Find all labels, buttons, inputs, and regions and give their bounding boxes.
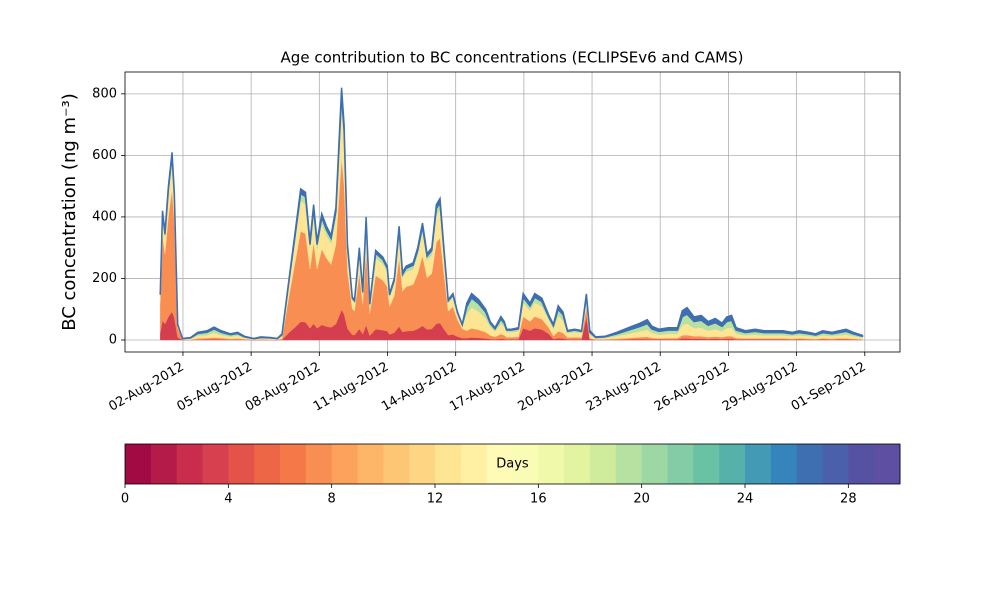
colorbar-swatch <box>796 444 823 484</box>
colorbar-tick-label: 8 <box>328 492 336 507</box>
x-tick-label: 02-Aug-2012 <box>106 360 186 415</box>
area-layer <box>159 87 864 340</box>
x-tick-label: 01-Sep-2012 <box>789 360 869 415</box>
x-tick-label: 26-Aug-2012 <box>652 360 732 415</box>
colorbar-swatch <box>667 444 694 484</box>
areas <box>159 87 864 341</box>
colorbar-swatch <box>822 444 849 484</box>
colorbar-swatch <box>150 444 178 484</box>
colorbar-swatch <box>409 444 436 484</box>
x-tick-label: 17-Aug-2012 <box>447 360 527 415</box>
colorbar-swatch <box>486 444 513 484</box>
colorbar-swatch <box>641 444 668 484</box>
area-layer <box>160 158 863 341</box>
colorbar-swatch <box>125 444 152 484</box>
colorbar-swatch <box>460 444 488 484</box>
y-tick-label: 800 <box>92 86 117 101</box>
x-tick-label: 20-Aug-2012 <box>515 360 595 415</box>
axes: 0 200 400 600 800 02-Aug-201205-Aug-201208-Au… <box>92 86 868 414</box>
x-tick-label: 14-Aug-2012 <box>379 360 459 415</box>
colorbar-swatch <box>512 444 539 484</box>
colorbar-label: Days <box>496 457 529 472</box>
colorbar-tick-label: 4 <box>224 492 232 507</box>
colorbar-swatch <box>202 444 229 484</box>
colorbar-swatch <box>848 444 875 484</box>
y-tick-label: 600 <box>92 148 117 163</box>
x-tick-label: 23-Aug-2012 <box>584 360 664 415</box>
x-tick-label: 29-Aug-2012 <box>720 360 800 415</box>
colorbar-frame <box>124 443 901 485</box>
grid <box>125 72 900 352</box>
colorbar-swatch <box>874 444 901 484</box>
colorbar-tick-label: 24 <box>737 492 754 507</box>
x-tick-label: 05-Aug-2012 <box>175 360 255 415</box>
colorbar-tick-label: 16 <box>530 492 547 507</box>
x-tick-label: 11-Aug-2012 <box>311 360 391 415</box>
colorbar-tick-label: 0 <box>121 492 129 507</box>
colorbar-swatch <box>590 444 617 484</box>
y-axis-label: BC concentration (ng m⁻³) <box>59 93 80 331</box>
colorbar-swatch <box>176 444 203 484</box>
y-tick-label: 200 <box>92 271 117 286</box>
colorbar-swatch <box>693 444 720 484</box>
colorbar-swatch <box>305 444 333 484</box>
colorbar-swatch <box>564 444 591 484</box>
chart-title: Age contribution to BC concentrations (E… <box>281 49 744 67</box>
y-tick-label: 0 <box>109 333 117 348</box>
colorbar-swatch <box>254 444 281 484</box>
colorbar-swatch <box>770 444 798 484</box>
colorbar-swatch <box>719 444 746 484</box>
colorbar-swatch <box>538 444 565 484</box>
colorbar-swatch <box>745 444 772 484</box>
x-tick-label: 08-Aug-2012 <box>243 360 323 415</box>
plot-frame <box>124 71 901 353</box>
colorbar-tick-label: 28 <box>840 492 857 507</box>
colorbar-swatch <box>357 444 384 484</box>
colorbar-swatch <box>228 444 255 484</box>
colorbar-tick-label: 12 <box>427 492 444 507</box>
y-tick-label: 400 <box>92 209 117 224</box>
colorbar-tick-label: 20 <box>633 492 650 507</box>
colorbar-swatch <box>615 444 643 484</box>
colorbar: Days 0 4 8 12 16 20 24 28 <box>121 443 901 507</box>
colorbar-swatch <box>435 444 462 484</box>
colorbar-swatch <box>383 444 410 484</box>
colorbar-swatch <box>280 444 307 484</box>
colorbar-swatch <box>331 444 358 484</box>
area-layer <box>160 107 863 340</box>
